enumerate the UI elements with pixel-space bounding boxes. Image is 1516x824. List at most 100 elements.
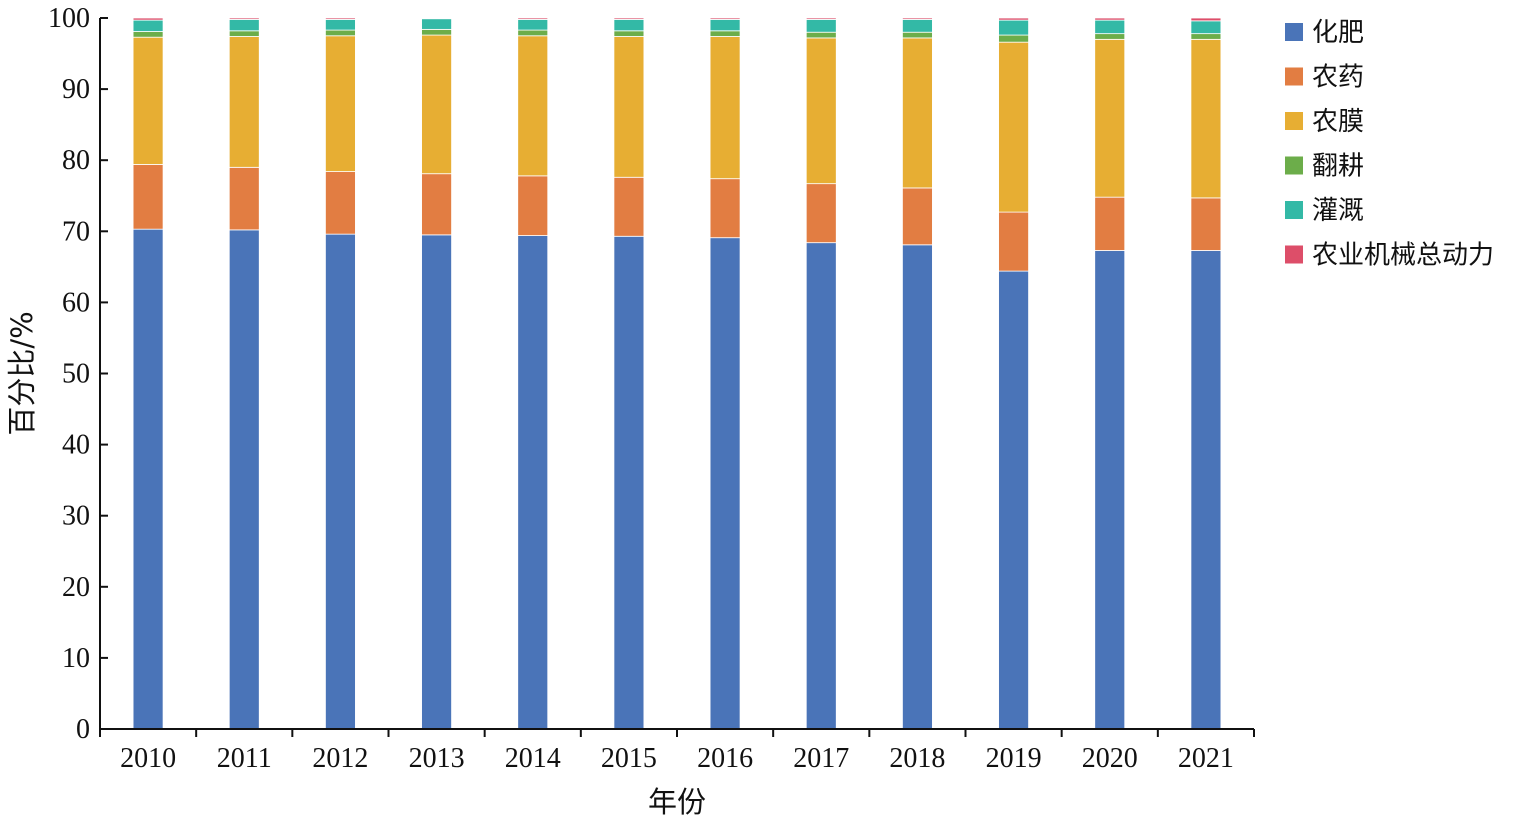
bar-2010-series-1 (132, 228, 164, 730)
x-tick-label-2012: 2012 (312, 743, 368, 774)
y-tick-label-40: 40 (62, 430, 90, 461)
bar-2019-series-3 (998, 41, 1029, 213)
bar-2017-series-2 (805, 183, 837, 244)
bar-2021-series-2 (1190, 197, 1222, 251)
bar-2020-series-2 (1094, 196, 1126, 251)
bar-2021-series-3 (1190, 38, 1222, 199)
bars-layer (132, 17, 1222, 730)
bar-2019-series-2 (998, 211, 1029, 272)
y-tick-label-60: 60 (62, 287, 90, 318)
bar-2012-series-3 (325, 35, 356, 172)
bar-2021-series-6 (1190, 17, 1222, 22)
bar-2012-series-4 (325, 29, 356, 37)
bar-2014-series-1 (517, 235, 549, 730)
y-tick-label-70: 70 (62, 216, 90, 247)
legend-swatch-4 (1285, 156, 1303, 175)
y-tick-label-100: 100 (48, 3, 90, 34)
legend-label-5: 灌溉 (1312, 196, 1364, 226)
x-tick-label-2015: 2015 (601, 743, 657, 774)
bar-2017-series-5 (805, 19, 837, 33)
x-tick-label-2016: 2016 (697, 743, 753, 774)
bar-2018-series-6 (902, 17, 933, 20)
y-tick-label-30: 30 (62, 501, 90, 532)
bar-2013-series-5 (421, 18, 452, 30)
y-tick-label-90: 90 (62, 74, 90, 105)
legend-label-4: 翻耕 (1312, 152, 1364, 182)
legend-swatch-3 (1285, 112, 1303, 130)
bar-2012-series-1 (325, 233, 356, 730)
y-ticks-layer: 0 10 20 30 40 50 60 70 80 90 100 (48, 3, 108, 745)
legend-label-2: 农药 (1312, 63, 1364, 93)
x-tick-label-2020: 2020 (1082, 743, 1138, 774)
bar-2019-series-6 (998, 17, 1029, 21)
bar-2016-series-6 (709, 17, 741, 20)
bar-2013-series-1 (421, 234, 452, 730)
bar-2010-series-2 (132, 164, 164, 230)
bar-2018-series-5 (902, 19, 933, 33)
legend-swatch-6 (1285, 245, 1303, 264)
bar-2010-series-5 (132, 19, 164, 32)
bar-2014-series-4 (517, 29, 549, 37)
bar-2012-series-6 (325, 17, 356, 20)
x-tick-label-2017: 2017 (793, 743, 849, 774)
legend-swatch-5 (1285, 201, 1303, 219)
bar-2011-series-6 (228, 17, 260, 20)
bar-2021-series-5 (1190, 20, 1222, 35)
x-axis-title: 年份 (648, 785, 706, 819)
bar-2015-series-2 (613, 176, 645, 237)
bar-2012-series-2 (325, 171, 356, 235)
x-tick-label-2011: 2011 (217, 743, 272, 774)
bar-2019-series-1 (998, 270, 1029, 730)
x-tick-label-2018: 2018 (889, 743, 945, 774)
bar-2020-series-4 (1094, 33, 1126, 40)
bar-2017-series-6 (805, 17, 837, 20)
bar-2015-series-1 (613, 235, 645, 730)
bar-2011-series-1 (228, 229, 260, 730)
axes-layer (99, 18, 1254, 730)
bar-2018-series-1 (902, 244, 933, 730)
x-tick-label-2010: 2010 (120, 743, 176, 774)
y-axis-title: 百分比/% (5, 311, 39, 435)
bar-2014-series-2 (517, 175, 549, 236)
bar-2016-series-5 (709, 19, 741, 32)
bar-2017-series-1 (805, 242, 837, 730)
bar-2010-series-6 (132, 17, 164, 21)
bar-2016-series-2 (709, 178, 741, 239)
bar-2013-series-4 (421, 28, 452, 36)
bar-2012-series-5 (325, 19, 356, 31)
bar-2011-series-5 (228, 19, 260, 32)
bar-2020-series-6 (1094, 17, 1126, 21)
bar-2015-series-3 (613, 36, 645, 178)
x-tick-label-2013: 2013 (409, 743, 465, 774)
bar-2010-series-3 (132, 36, 164, 165)
bar-2016-series-4 (709, 30, 741, 37)
bar-2015-series-6 (613, 17, 645, 20)
legend-swatch-1 (1285, 23, 1303, 41)
bar-2016-series-3 (709, 36, 741, 180)
bar-2011-series-2 (228, 166, 260, 231)
bar-2017-series-4 (805, 31, 837, 39)
legend-label-1: 化肥 (1312, 18, 1364, 48)
bar-2015-series-5 (613, 19, 645, 32)
bar-2016-series-1 (709, 237, 741, 730)
x-ticks-layer: 2010 2011 2012 2013 2014 2015 2016 2017 2018 2019… (99, 729, 1255, 774)
y-tick-label-0: 0 (76, 714, 90, 745)
legend-label-3: 农膜 (1312, 107, 1364, 137)
legend-label-6: 农业机械总动力 (1312, 241, 1494, 271)
bar-2011-series-4 (228, 30, 260, 37)
bar-2019-series-4 (998, 34, 1029, 43)
bar-2019-series-5 (998, 19, 1029, 36)
bar-2013-series-3 (421, 34, 452, 175)
bar-2018-series-3 (902, 37, 933, 189)
bar-2014-series-3 (517, 35, 549, 177)
bar-2018-series-4 (902, 31, 933, 39)
y-tick-label-10: 10 (62, 643, 90, 674)
bar-2015-series-4 (613, 30, 645, 37)
bar-2020-series-1 (1094, 250, 1126, 730)
bar-2010-series-4 (132, 31, 164, 38)
bar-2021-series-1 (1190, 250, 1222, 730)
bar-2018-series-2 (902, 187, 933, 246)
bar-2013-series-2 (421, 173, 452, 236)
